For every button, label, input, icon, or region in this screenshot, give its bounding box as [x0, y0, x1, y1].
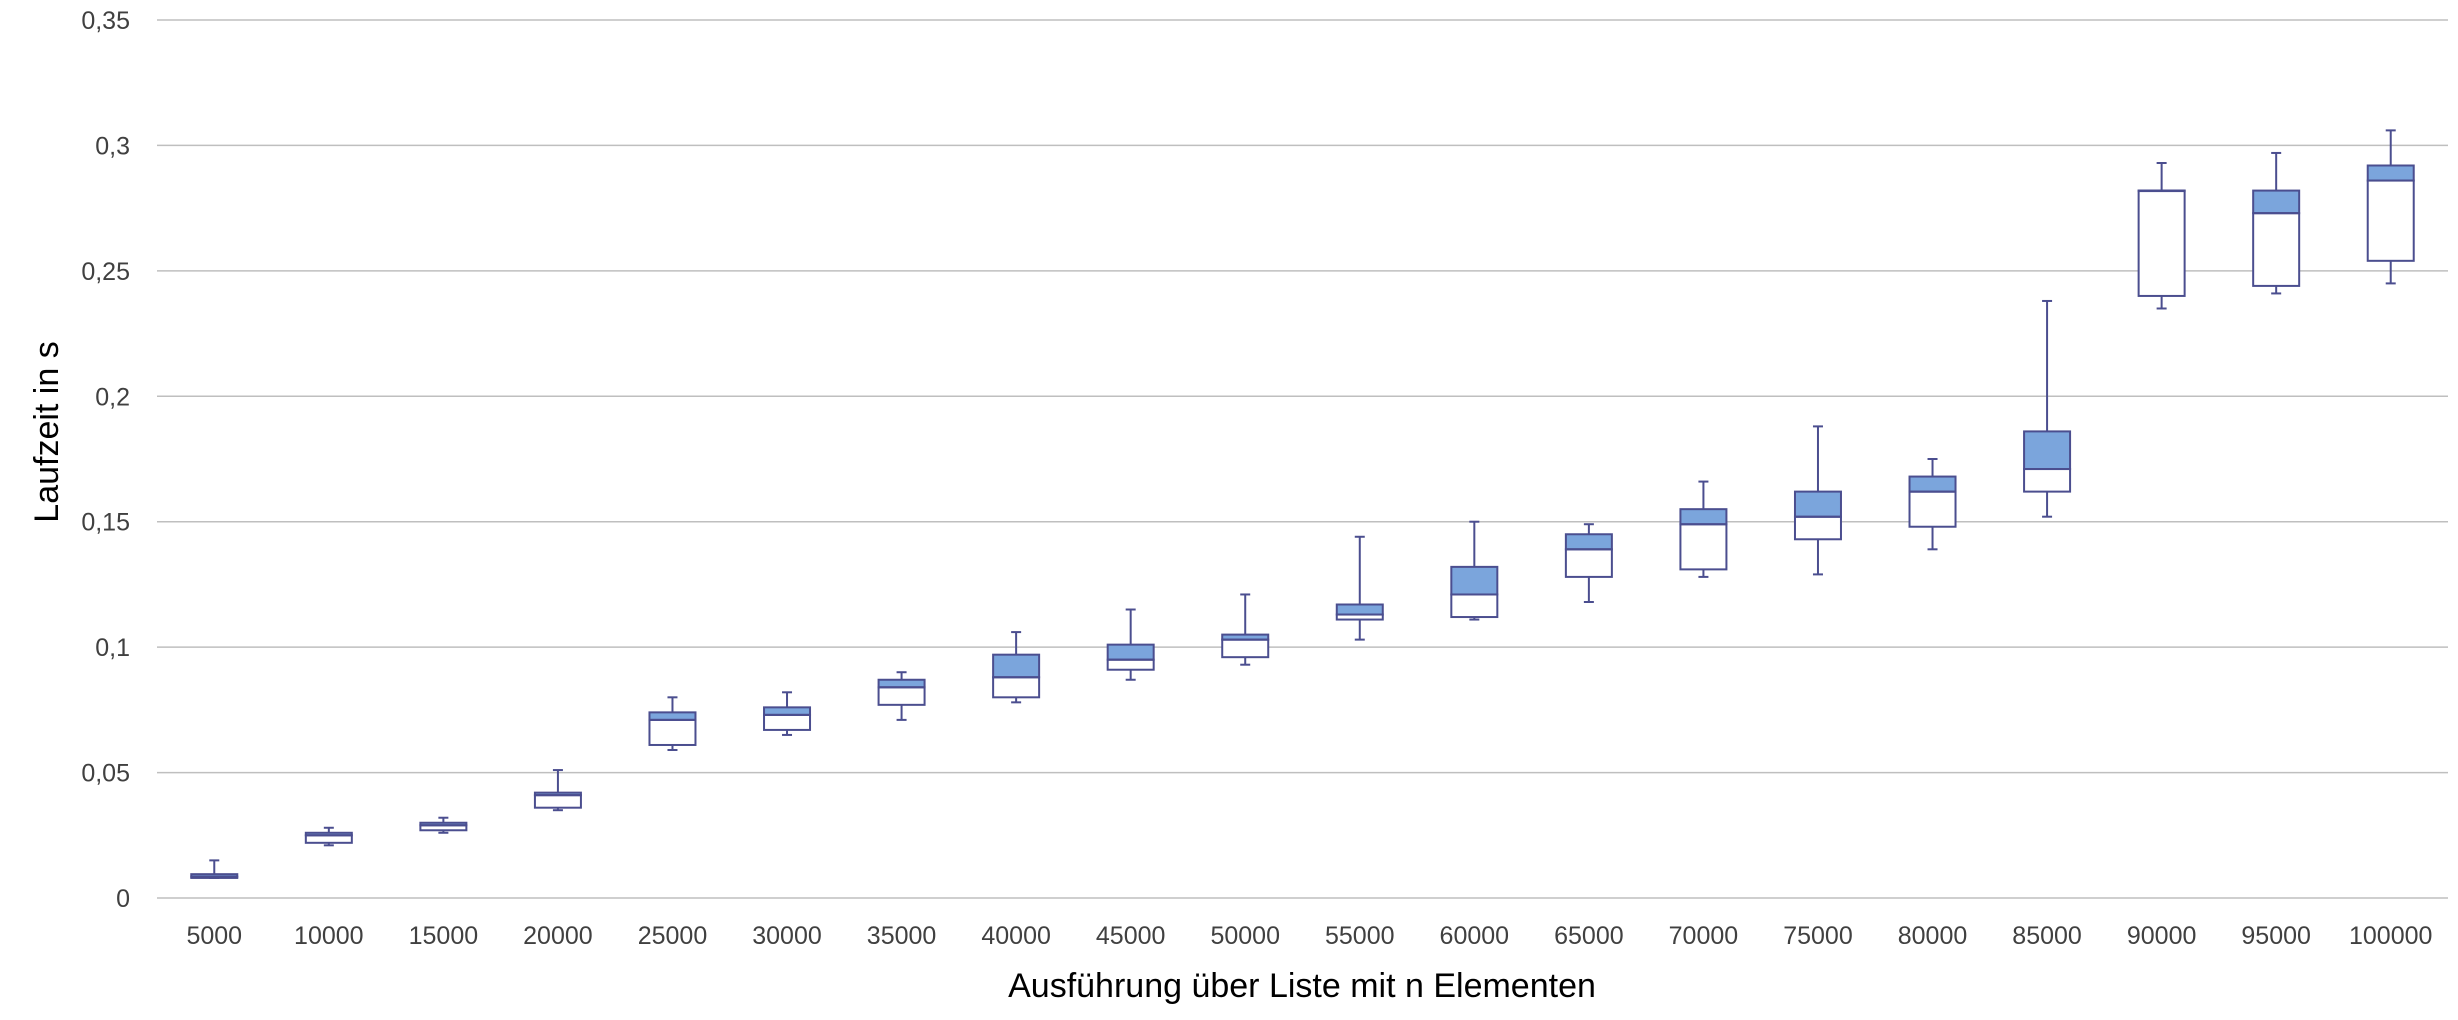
x-axis-title: Ausführung über Liste mit n Elementen	[1008, 967, 1596, 1005]
box-100000	[2366, 129, 2415, 285]
y-tick-label: 0,05	[81, 760, 130, 788]
upper-box	[2023, 430, 2072, 471]
x-tick-label: 50000	[1210, 922, 1280, 950]
y-axis-tick-labels: 0 0,05 0,1 0,15 0,2 0,25 0,3 0,35	[81, 7, 130, 913]
upper-box	[877, 678, 926, 689]
upper-box	[992, 653, 1041, 679]
box-70000	[1679, 480, 1728, 578]
x-tick-label: 35000	[867, 922, 937, 950]
lower-box	[648, 718, 697, 746]
box-90000	[2137, 161, 2186, 310]
x-tick-label: 60000	[1440, 922, 1510, 950]
lower-box	[992, 676, 1041, 699]
lower-box	[2023, 468, 2072, 493]
lower-box	[877, 686, 926, 706]
box-65000	[1564, 523, 1613, 603]
x-tick-label: 30000	[752, 922, 822, 950]
x-tick-label: 95000	[2241, 922, 2311, 950]
x-tick-label: 5000	[186, 922, 242, 950]
x-tick-label: 80000	[1898, 922, 1968, 950]
lower-box	[1106, 658, 1155, 671]
lower-box	[2252, 212, 2301, 287]
x-tick-label: 10000	[294, 922, 364, 950]
box-95000	[2252, 151, 2301, 295]
x-tick-label: 15000	[409, 922, 479, 950]
box-80000	[1908, 458, 1957, 551]
upper-box	[2252, 189, 2301, 215]
lower-box	[1908, 490, 1957, 528]
x-tick-label: 65000	[1554, 922, 1624, 950]
gridlines	[157, 19, 2448, 899]
x-tick-label: 25000	[638, 922, 708, 950]
y-tick-label: 0,35	[81, 7, 130, 35]
upper-box	[648, 711, 697, 721]
upper-box	[1106, 643, 1155, 661]
y-tick-label: 0,25	[81, 258, 130, 286]
x-tick-label: 70000	[1669, 922, 1739, 950]
upper-box	[1679, 508, 1728, 526]
y-tick-label: 0,3	[95, 132, 130, 160]
box-45000	[1106, 608, 1155, 681]
box-series	[190, 129, 2415, 879]
upper-box	[763, 706, 812, 716]
lower-box	[763, 713, 812, 731]
box-55000	[1335, 535, 1384, 641]
upper-box	[1564, 533, 1613, 551]
x-tick-label: 85000	[2012, 922, 2082, 950]
box-15000	[419, 816, 468, 834]
y-tick-label: 0	[116, 885, 130, 913]
lower-box	[1450, 593, 1499, 619]
x-tick-label: 90000	[2127, 922, 2197, 950]
x-tick-label: 55000	[1325, 922, 1395, 950]
lower-box	[533, 794, 582, 809]
upper-box	[1793, 490, 1842, 518]
box-60000	[1450, 520, 1499, 621]
x-tick-label: 45000	[1096, 922, 1166, 950]
box-25000	[648, 696, 697, 751]
lower-box	[1564, 548, 1613, 578]
lower-box	[2137, 189, 2186, 297]
upper-box	[2366, 164, 2415, 182]
x-tick-label: 100000	[2349, 922, 2432, 950]
upper-box	[1450, 565, 1499, 596]
box-20000	[533, 769, 582, 812]
y-tick-label: 0,1	[95, 634, 130, 662]
x-axis-tick-labels: 5000 10000 15000 20000 25000 30000 35000 40000 4…	[186, 922, 2432, 950]
y-tick-label: 0,15	[81, 509, 130, 537]
box-85000	[2023, 299, 2072, 518]
upper-box	[1908, 475, 1957, 493]
lower-box	[1679, 523, 1728, 571]
y-tick-label: 0,2	[95, 383, 130, 411]
box-5000	[190, 859, 239, 879]
lower-box	[304, 834, 353, 844]
box-75000	[1793, 425, 1842, 576]
box-10000	[304, 826, 353, 847]
x-tick-label: 75000	[1783, 922, 1853, 950]
lower-box	[1793, 515, 1842, 541]
upper-box	[1335, 603, 1384, 616]
x-tick-label: 20000	[523, 922, 593, 950]
lower-box	[1221, 638, 1270, 659]
box-50000	[1221, 593, 1270, 666]
x-tick-label: 40000	[981, 922, 1051, 950]
box-35000	[877, 671, 926, 721]
lower-box	[2366, 179, 2415, 262]
box-40000	[992, 631, 1041, 704]
box-30000	[763, 691, 812, 736]
y-axis-title: Laufzeit in s	[28, 341, 66, 522]
